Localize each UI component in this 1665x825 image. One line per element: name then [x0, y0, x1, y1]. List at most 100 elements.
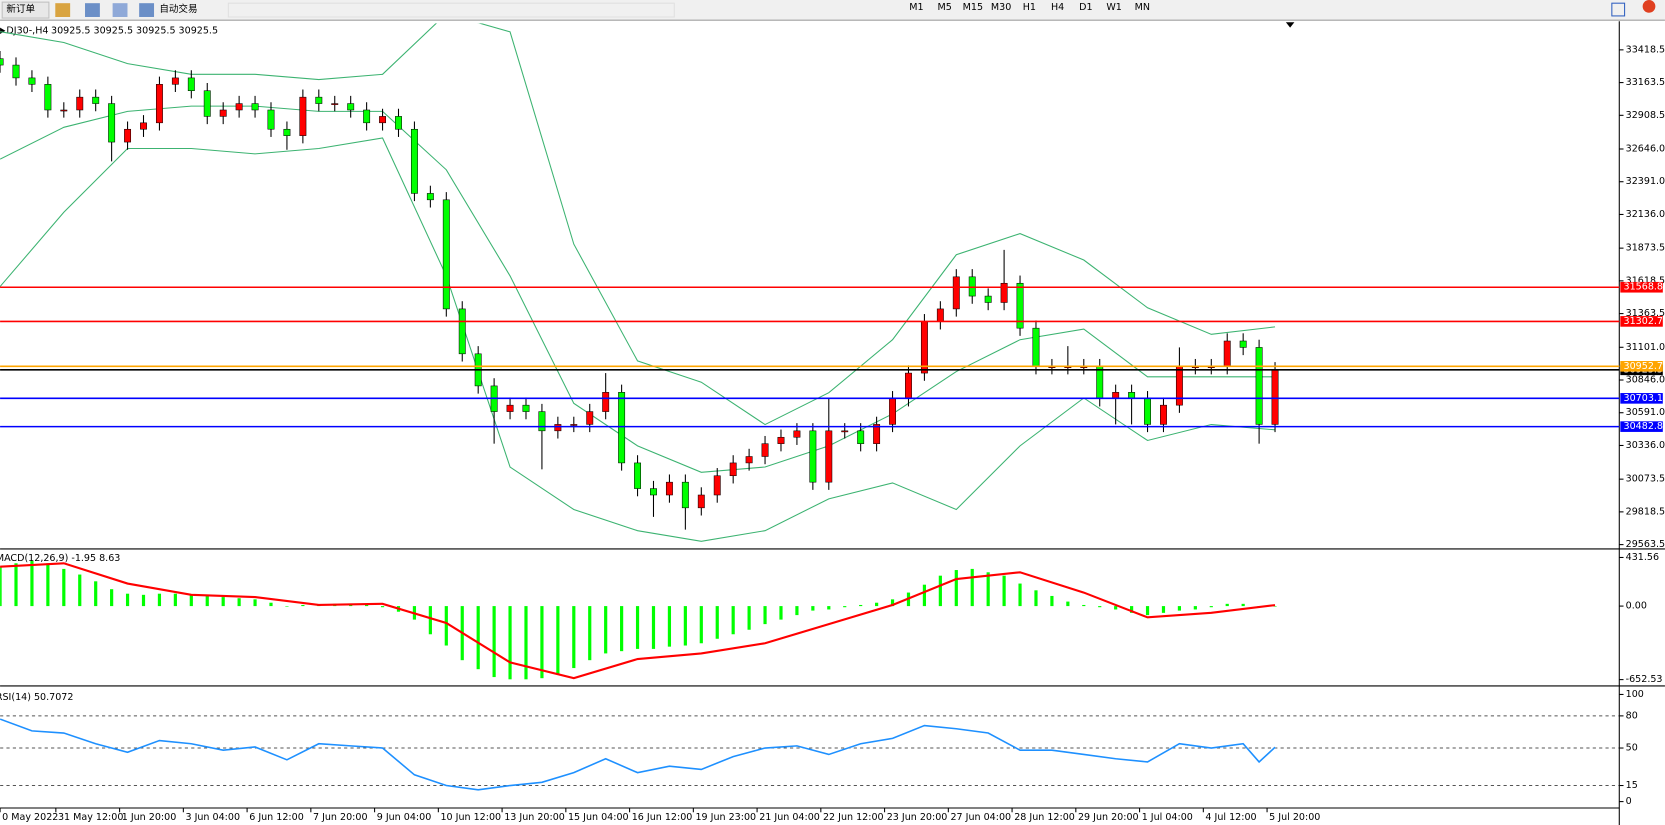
candle-body [1032, 327, 1040, 367]
macd-bar [1209, 606, 1213, 608]
x-tick-label: 5 Jul 20:00 [1269, 812, 1320, 823]
level-label: 30952.7 [1624, 361, 1663, 372]
macd-bar [779, 606, 783, 620]
auto-trading-label[interactable]: 自动交易 [159, 3, 197, 15]
y-tick-label: 32646.0 [1626, 144, 1665, 155]
macd-bar [667, 606, 672, 647]
macd-bar [157, 593, 162, 607]
candle-body [44, 84, 52, 111]
y-tick-label: 31363.5 [1626, 308, 1665, 319]
macd-bar [635, 606, 640, 649]
macd-bar [141, 594, 146, 607]
candle-body [952, 276, 960, 310]
alert-icon[interactable] [1642, 0, 1656, 13]
x-tick-label: 10 Jun 12:00 [440, 812, 501, 823]
candle-body [442, 199, 450, 310]
y-tick-label: 15 [1626, 780, 1638, 791]
candle-body [363, 109, 371, 124]
candle-body [267, 109, 275, 130]
icon[interactable] [112, 3, 128, 17]
y-tick-label: 31101.0 [1626, 342, 1665, 353]
timeframe-button[interactable]: W1 [1106, 2, 1122, 13]
candle-body [155, 84, 163, 124]
auto-trading-icon[interactable] [139, 3, 155, 17]
y-tick-label: 33163.5 [1626, 77, 1665, 88]
y-tick-label: -652.53 [1626, 674, 1663, 685]
x-tick-label: 0 May 2022 [2, 812, 58, 823]
macd-bar [125, 593, 130, 607]
shift-marker [1285, 22, 1295, 28]
macd-bar [1114, 606, 1118, 610]
timeframe-button[interactable]: H1 [1023, 2, 1036, 13]
level-label-box [1620, 281, 1663, 293]
macd-bar [747, 606, 751, 630]
x-tick-label: 3 Jun 04:00 [185, 812, 240, 823]
tool-icons [227, 2, 675, 18]
macd-bar [444, 606, 448, 646]
candle-body [570, 424, 578, 426]
candle-body [777, 436, 785, 444]
candle-body [0, 58, 4, 66]
level-label: 30703.1 [1624, 393, 1663, 404]
search-icon[interactable] [1611, 2, 1626, 17]
x-tick-label: 28 Jun 12:00 [1014, 812, 1075, 823]
macd-bar [1241, 603, 1245, 607]
icon[interactable] [55, 3, 71, 17]
timeframe-button[interactable]: M5 [937, 2, 951, 13]
timeframe-button[interactable]: H4 [1051, 2, 1064, 13]
candle-body [873, 424, 881, 444]
candle-body [713, 475, 721, 496]
macd-bar [205, 595, 209, 607]
x-tick-label: 16 Jun 12:00 [632, 812, 693, 823]
macd-bar [1098, 606, 1102, 608]
new-order-label[interactable]: 新订单 [6, 3, 35, 15]
candle-body [905, 372, 912, 400]
timeframe-button[interactable]: D1 [1079, 2, 1092, 13]
candle-body [586, 411, 594, 425]
toolbar [0, 0, 1665, 21]
timeframe-button[interactable]: M1 [909, 2, 923, 13]
candle-body [426, 193, 434, 201]
x-tick-label: 21 Jun 04:00 [759, 812, 820, 823]
candle-body [1016, 282, 1024, 329]
candle-body [347, 103, 355, 111]
macd-bar [94, 581, 98, 607]
bollinger-band [0, 137, 1276, 542]
macd-bar [1130, 606, 1134, 613]
macd-bar [620, 606, 624, 652]
candle-body [1223, 340, 1231, 367]
new-order-button[interactable] [1, 1, 50, 19]
macd-bar [795, 606, 799, 616]
y-tick-label: 29563.5 [1626, 539, 1665, 550]
rsi-line [0, 718, 1276, 791]
x-tick-label: 27 Jun 04:00 [950, 812, 1011, 823]
macd-bar [1034, 590, 1038, 607]
bollinger-band [0, 105, 1276, 473]
candle-body [235, 103, 243, 111]
candle-body [1000, 282, 1008, 303]
macd-bar [763, 606, 767, 625]
macd-bar [110, 589, 114, 607]
candle-body [793, 430, 801, 438]
x-tick-label: 19 Jun 23:00 [695, 812, 756, 823]
candle-body [889, 398, 896, 425]
timeframe-button[interactable]: MN [1135, 2, 1150, 13]
timeframe-button[interactable]: M30 [991, 2, 1011, 13]
icon[interactable] [85, 3, 100, 17]
candle-body [315, 96, 323, 104]
timeframe-button[interactable]: M15 [963, 2, 983, 13]
macd-bar [189, 594, 193, 607]
plot-area [0, 561, 1277, 680]
y-tick-label: 32391.0 [1626, 176, 1665, 187]
candle-body [665, 481, 673, 496]
macd-bar [970, 568, 974, 607]
candle-body [697, 494, 705, 509]
level-label-box [1620, 421, 1663, 432]
macd-bar [986, 572, 990, 607]
macd-bar [811, 606, 815, 611]
macd-bar [1273, 606, 1277, 607]
macd-bar [699, 606, 703, 644]
macd-bar [651, 606, 656, 649]
y-tick-label: 50 [1626, 743, 1638, 754]
macd-bar [524, 606, 528, 680]
